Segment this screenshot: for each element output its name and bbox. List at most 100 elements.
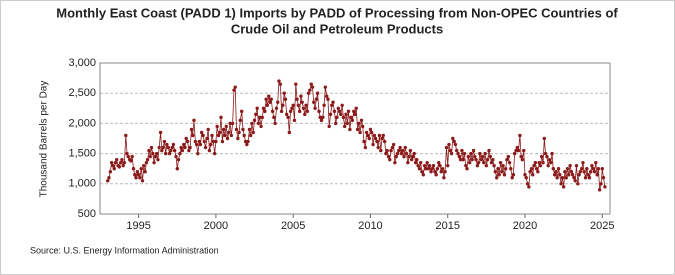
point: [458, 157, 463, 162]
point: [487, 148, 491, 153]
point: [313, 106, 317, 111]
point: [444, 145, 449, 150]
point: [354, 106, 358, 111]
point: [182, 142, 186, 147]
point: [413, 160, 418, 165]
point: [198, 142, 203, 147]
point: [294, 82, 298, 86]
point: [257, 115, 262, 120]
point: [381, 133, 385, 138]
point: [497, 173, 501, 177]
point: [233, 85, 237, 89]
point: [139, 167, 143, 171]
point: [369, 130, 374, 135]
point: [135, 170, 140, 174]
point: [596, 167, 601, 171]
point: [586, 173, 590, 177]
point: [465, 167, 469, 171]
x-tick-label: 2000: [204, 220, 228, 232]
point: [355, 127, 360, 132]
point: [488, 154, 492, 159]
point: [290, 106, 294, 111]
point: [118, 160, 123, 165]
point: [120, 157, 124, 162]
point: [175, 167, 179, 171]
point: [558, 173, 562, 177]
point: [503, 167, 508, 171]
point: [449, 151, 454, 156]
point: [326, 97, 330, 101]
point: [411, 154, 415, 159]
point: [165, 142, 169, 147]
point: [507, 160, 512, 165]
point: [284, 112, 289, 117]
point: [394, 154, 398, 159]
point: [283, 97, 288, 101]
point: [368, 127, 373, 132]
point: [395, 151, 400, 156]
point: [245, 142, 249, 147]
point: [160, 148, 164, 153]
point: [223, 133, 227, 138]
point: [188, 145, 192, 150]
point: [272, 115, 276, 120]
point: [448, 148, 453, 153]
point: [483, 151, 487, 156]
point: [572, 176, 576, 180]
point: [157, 145, 161, 150]
point: [546, 163, 550, 168]
point: [265, 103, 270, 107]
point: [278, 82, 283, 86]
point: [549, 160, 553, 165]
x-tick-label: 2015: [435, 220, 459, 232]
point: [371, 142, 375, 147]
point: [306, 91, 311, 95]
point: [404, 151, 409, 156]
point: [576, 182, 580, 186]
point: [299, 94, 303, 98]
point: [152, 160, 156, 165]
point: [268, 100, 272, 104]
point: [179, 145, 183, 150]
point: [216, 133, 221, 138]
point: [339, 112, 343, 117]
point: [551, 167, 555, 171]
point: [424, 167, 428, 171]
point: [469, 151, 473, 156]
point: [194, 142, 199, 147]
x-tick-label: 2005: [281, 220, 305, 232]
point: [212, 151, 217, 156]
point: [322, 103, 326, 107]
point: [446, 163, 450, 168]
point: [421, 173, 426, 177]
point: [144, 160, 149, 165]
point: [323, 85, 328, 89]
point: [114, 157, 119, 162]
point: [502, 173, 507, 177]
point: [560, 176, 565, 180]
point: [466, 154, 470, 159]
point: [140, 179, 145, 183]
point: [310, 85, 315, 89]
point: [425, 160, 429, 165]
point: [145, 157, 150, 162]
point: [412, 151, 416, 156]
point: [184, 136, 188, 141]
point: [390, 145, 395, 150]
point: [437, 160, 441, 165]
point: [389, 148, 393, 153]
point: [142, 163, 146, 168]
point: [174, 154, 178, 159]
x-tick-label: 2020: [513, 220, 537, 232]
point: [484, 163, 489, 168]
point: [220, 139, 225, 144]
point: [196, 151, 200, 156]
point: [246, 139, 250, 144]
point: [122, 160, 127, 165]
point: [214, 139, 218, 144]
y-tick-label: 1,000: [68, 178, 96, 190]
point: [447, 142, 451, 147]
point: [541, 160, 545, 165]
point: [496, 167, 500, 171]
point: [542, 136, 547, 141]
